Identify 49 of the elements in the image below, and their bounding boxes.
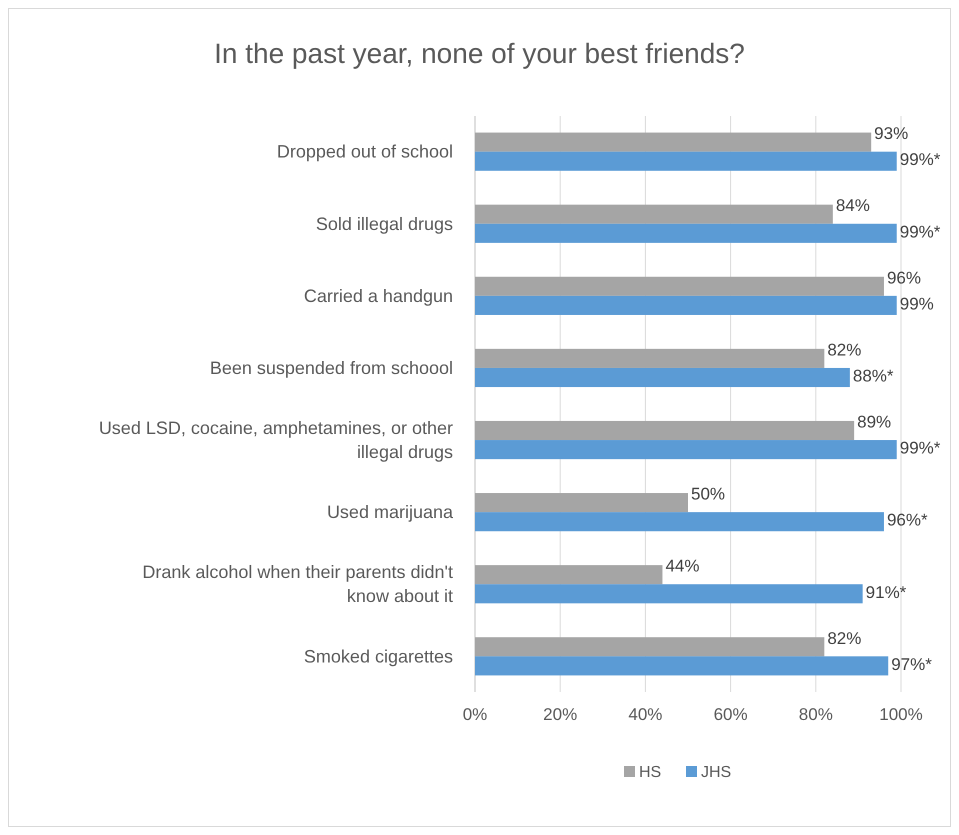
x-tick-label: 40% [628, 705, 662, 724]
y-tick-label: Been suspended from schoool [210, 358, 453, 378]
data-label: 97%* [891, 654, 932, 674]
data-label: 99%* [900, 438, 941, 458]
bar [475, 132, 872, 152]
data-label: 93% [874, 124, 908, 144]
x-tick-label: 100% [879, 705, 923, 724]
legend-label: JHS [701, 764, 732, 781]
x-tick-label: 60% [714, 705, 748, 724]
chart-title: In the past year, none of your best friends? [214, 38, 745, 69]
data-label: 84% [836, 196, 870, 216]
bar [475, 224, 897, 243]
x-tick-label: 0% [462, 705, 488, 724]
y-tick-label: Carried a handgun [304, 286, 453, 306]
bar [475, 368, 850, 388]
legend-label: HS [639, 764, 662, 781]
y-tick-label: Smoked cigarettes [304, 646, 453, 666]
y-tick-label: Drank alcohol when their parents didn't know about it [142, 562, 453, 606]
data-label: 91%* [866, 582, 907, 602]
y-tick-label: Used marijuana [326, 502, 454, 522]
data-label: 96%* [886, 510, 928, 530]
y-tick-label: Used LSD, cocaine, amphetamines, or other illegal drugs [98, 418, 453, 462]
bar [475, 296, 897, 315]
x-tick-label: 80% [798, 705, 833, 724]
bar [475, 565, 662, 584]
data-label: 82% [827, 628, 862, 648]
bar [475, 493, 688, 512]
bar [475, 584, 863, 604]
x-tick-label: 20% [543, 705, 578, 724]
data-label: 96% [886, 268, 921, 288]
bar [475, 656, 888, 676]
bar [475, 276, 884, 296]
data-label: 50% [691, 484, 726, 504]
data-label: 99% [900, 294, 934, 314]
bar [475, 637, 824, 656]
bar [475, 152, 897, 171]
data-label: 99%* [900, 222, 941, 242]
data-label: 89% [857, 412, 892, 432]
bar [475, 420, 854, 440]
y-tick-label: Sold illegal drugs [316, 214, 453, 234]
bar [475, 512, 884, 532]
bar [475, 440, 897, 460]
bar [475, 348, 824, 368]
data-label: 99%* [900, 150, 941, 170]
data-label: 88%* [852, 366, 894, 386]
data-label: 82% [827, 340, 862, 360]
bar [475, 204, 833, 224]
data-label: 44% [665, 556, 700, 576]
y-tick-label: Dropped out of school [276, 142, 453, 162]
